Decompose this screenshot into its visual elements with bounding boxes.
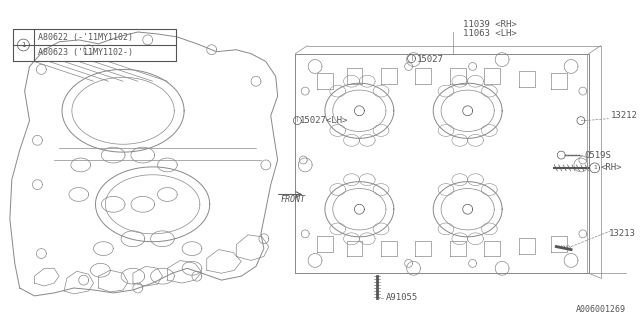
Text: 1: 1 xyxy=(21,42,26,48)
Text: 11063 <LH>: 11063 <LH> xyxy=(463,29,516,38)
Text: A006001269: A006001269 xyxy=(576,305,626,314)
Text: 15027: 15027 xyxy=(417,55,444,64)
Text: 11039 <RH>: 11039 <RH> xyxy=(463,20,516,28)
Text: 15027<LH>: 15027<LH> xyxy=(300,116,349,125)
Text: 0519S: 0519S xyxy=(585,151,612,160)
Text: 1: 1 xyxy=(593,165,596,170)
Text: 13212: 13212 xyxy=(611,111,637,120)
Text: 13213: 13213 xyxy=(609,229,636,238)
Text: A91055: A91055 xyxy=(386,293,418,302)
Text: A80622 (-'11MY1102): A80622 (-'11MY1102) xyxy=(38,33,133,42)
Text: <RH>: <RH> xyxy=(600,164,622,172)
Text: FRONT: FRONT xyxy=(280,195,306,204)
Text: A80623 ('11MY1102-): A80623 ('11MY1102-) xyxy=(38,48,133,57)
